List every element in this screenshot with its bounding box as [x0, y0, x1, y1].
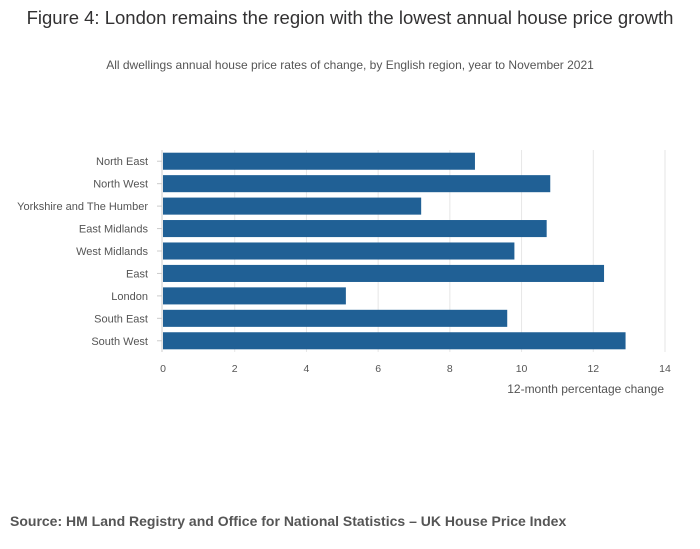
category-label: North East — [96, 156, 148, 168]
category-label: West Midlands — [76, 246, 148, 258]
x-tick-label: 2 — [232, 363, 238, 375]
chart-title: Figure 4: London remains the region with… — [26, 7, 674, 28]
bar-south-west — [163, 332, 626, 350]
bar-east — [163, 264, 605, 282]
x-tick-label: 8 — [447, 363, 453, 375]
x-tick-label: 0 — [160, 363, 166, 375]
bar-north-east — [163, 152, 475, 170]
category-label: Yorkshire and The Humber — [17, 201, 148, 213]
category-label: London — [111, 291, 148, 303]
category-label: South West — [91, 336, 148, 348]
category-label: South East — [94, 313, 148, 325]
category-label: East — [126, 268, 148, 280]
bar-south-east — [163, 309, 508, 327]
x-tick-label: 10 — [516, 363, 528, 375]
x-axis-title: 12-month percentage change — [507, 382, 664, 396]
bar-yorkshire-and-the-humber — [163, 197, 422, 215]
x-tick-label: 12 — [587, 363, 599, 375]
category-label: North West — [93, 179, 148, 191]
bar-east-midlands — [163, 220, 547, 238]
bars — [163, 152, 626, 350]
bar-west-midlands — [163, 242, 515, 260]
source-note: Source: HM Land Registry and Office for … — [10, 513, 567, 529]
x-tick-label: 6 — [375, 363, 381, 375]
x-tick-label: 14 — [659, 363, 671, 375]
axes: 0 2 4 6 8 10 12 14 North East North West Yorkshire… — [17, 150, 671, 375]
bar-london — [163, 287, 346, 305]
x-tick-label: 4 — [304, 363, 310, 375]
category-label: East Midlands — [79, 224, 149, 236]
chart-subtitle: All dwellings annual house price rates o… — [106, 58, 594, 72]
bar-north-west — [163, 175, 551, 193]
